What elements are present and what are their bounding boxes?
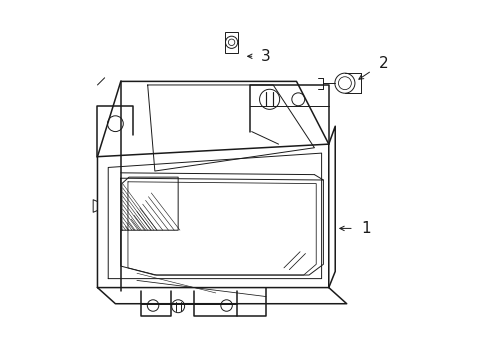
Text: 3: 3 [260, 49, 270, 64]
Bar [224, 32, 238, 53]
Text: 2: 2 [378, 56, 388, 71]
Text: 1: 1 [360, 221, 370, 236]
